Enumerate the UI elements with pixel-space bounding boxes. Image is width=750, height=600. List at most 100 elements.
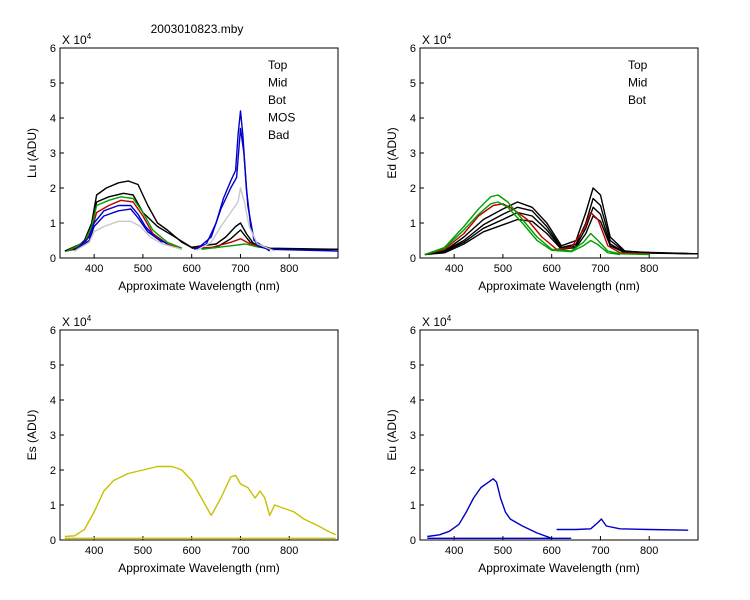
series-line-top <box>424 215 698 256</box>
exponent-base: X 10 <box>422 315 447 329</box>
y-tick-label: 0 <box>50 535 56 547</box>
y-tick-label: 5 <box>410 360 416 372</box>
y-tick-label: 1 <box>50 218 56 230</box>
legend-entry-bot: Bot <box>268 93 287 107</box>
y-tick-label: 2 <box>410 183 416 195</box>
x-axis-label: Approximate Wavelength (nm) <box>478 561 640 575</box>
x-tick-label: 500 <box>494 263 512 275</box>
series-line-top <box>424 206 698 256</box>
legend-entry-mid: Mid <box>268 76 287 90</box>
series-line-bot <box>201 243 261 250</box>
y-tick-label: 6 <box>410 325 416 337</box>
series-group <box>424 187 698 256</box>
series-line-mos <box>196 127 271 252</box>
x-axis-label: Approximate Wavelength (nm) <box>118 279 280 293</box>
x-tick-label: 600 <box>183 263 201 275</box>
series-line-top <box>64 180 193 252</box>
legend-entry-bad: Bad <box>268 128 289 142</box>
plot-frame <box>59 47 339 259</box>
x-tick-label: 400 <box>85 263 103 275</box>
series-line-eu <box>556 518 689 531</box>
x-tick-label: 500 <box>134 263 152 275</box>
legend-entry-top: Top <box>628 58 648 72</box>
y-tick-label: 2 <box>410 465 416 477</box>
y-tick-label: 5 <box>50 78 56 90</box>
series-line-eu <box>427 478 552 539</box>
x-tick-label: 700 <box>591 545 609 557</box>
x-tick-label: 700 <box>591 263 609 275</box>
legend-entry-mid: Mid <box>628 76 647 90</box>
series-group <box>427 478 689 539</box>
exponent-base: X 10 <box>422 33 447 47</box>
y-tick-label: 0 <box>50 253 56 265</box>
x-axis-label: Approximate Wavelength (nm) <box>478 279 640 293</box>
series-line-mos <box>193 110 338 252</box>
x-tick-label: 500 <box>494 545 512 557</box>
series-line-mid <box>424 203 650 256</box>
y-tick-label: 6 <box>410 43 416 55</box>
y-exponent-label: X 104 <box>422 314 452 329</box>
exponent-power: 4 <box>447 314 452 323</box>
y-axis-label: Lu (ADU) <box>25 128 39 178</box>
chart-es: 0 1 2 3 4 5 6 400 500 600 700 800 X 104 Approximate W… <box>25 314 339 575</box>
series-group <box>64 110 338 252</box>
series-group <box>64 465 336 539</box>
y-tick-label: 3 <box>50 148 56 160</box>
x-tick-label: 800 <box>640 263 658 275</box>
y-tick-label: 4 <box>50 395 56 407</box>
y-tick-label: 4 <box>50 113 56 125</box>
y-tick-label: 5 <box>50 360 56 372</box>
series-line-bot <box>424 201 621 256</box>
y-tick-label: 1 <box>410 218 416 230</box>
x-tick-label: 800 <box>280 545 298 557</box>
y-tick-label: 6 <box>50 43 56 55</box>
series-line-bad <box>196 187 275 252</box>
series-line-mos <box>74 208 163 252</box>
y-axis-label: Eu (ADU) <box>385 409 399 460</box>
figure-title: 2003010823.mby <box>151 22 244 36</box>
y-tick-label: 6 <box>50 325 56 337</box>
legend-entry-bot: Bot <box>628 93 647 107</box>
series-line-mos <box>74 204 168 252</box>
series-line-es <box>64 465 212 538</box>
x-axis-label: Approximate Wavelength (nm) <box>118 561 280 575</box>
x-tick-label: 800 <box>640 545 658 557</box>
legend-entry-mos: MOS <box>268 111 295 125</box>
x-tick-label: 600 <box>543 263 561 275</box>
y-tick-label: 2 <box>50 183 56 195</box>
y-tick-label: 5 <box>410 78 416 90</box>
y-exponent-label: X 104 <box>62 32 92 47</box>
y-tick-label: 4 <box>410 113 416 125</box>
series-line-top <box>190 222 338 250</box>
plot-frame <box>419 329 699 541</box>
plot-frame <box>59 329 339 541</box>
x-tick-label: 400 <box>85 545 103 557</box>
series-line-mid <box>194 238 265 249</box>
x-tick-label: 600 <box>183 545 201 557</box>
exponent-power: 4 <box>447 32 452 41</box>
y-exponent-label: X 104 <box>62 314 92 329</box>
y-tick-label: 1 <box>410 500 416 512</box>
y-axis-label: Ed (ADU) <box>385 127 399 178</box>
exponent-power: 4 <box>87 314 92 323</box>
legend-entry-top: Top <box>268 58 288 72</box>
x-tick-label: 800 <box>280 263 298 275</box>
series-line-bot <box>66 196 183 252</box>
y-tick-label: 4 <box>410 395 416 407</box>
x-tick-label: 700 <box>231 545 249 557</box>
y-tick-label: 1 <box>50 500 56 512</box>
y-tick-label: 0 <box>410 253 416 265</box>
series-line-bad <box>74 220 183 252</box>
exponent-base: X 10 <box>62 33 87 47</box>
y-tick-label: 3 <box>50 430 56 442</box>
series-line-top <box>424 197 698 256</box>
y-tick-label: 2 <box>50 465 56 477</box>
series-line-mid <box>67 199 183 252</box>
series-line-top <box>424 187 698 256</box>
x-tick-label: 500 <box>134 545 152 557</box>
y-exponent-label: X 104 <box>422 32 452 47</box>
